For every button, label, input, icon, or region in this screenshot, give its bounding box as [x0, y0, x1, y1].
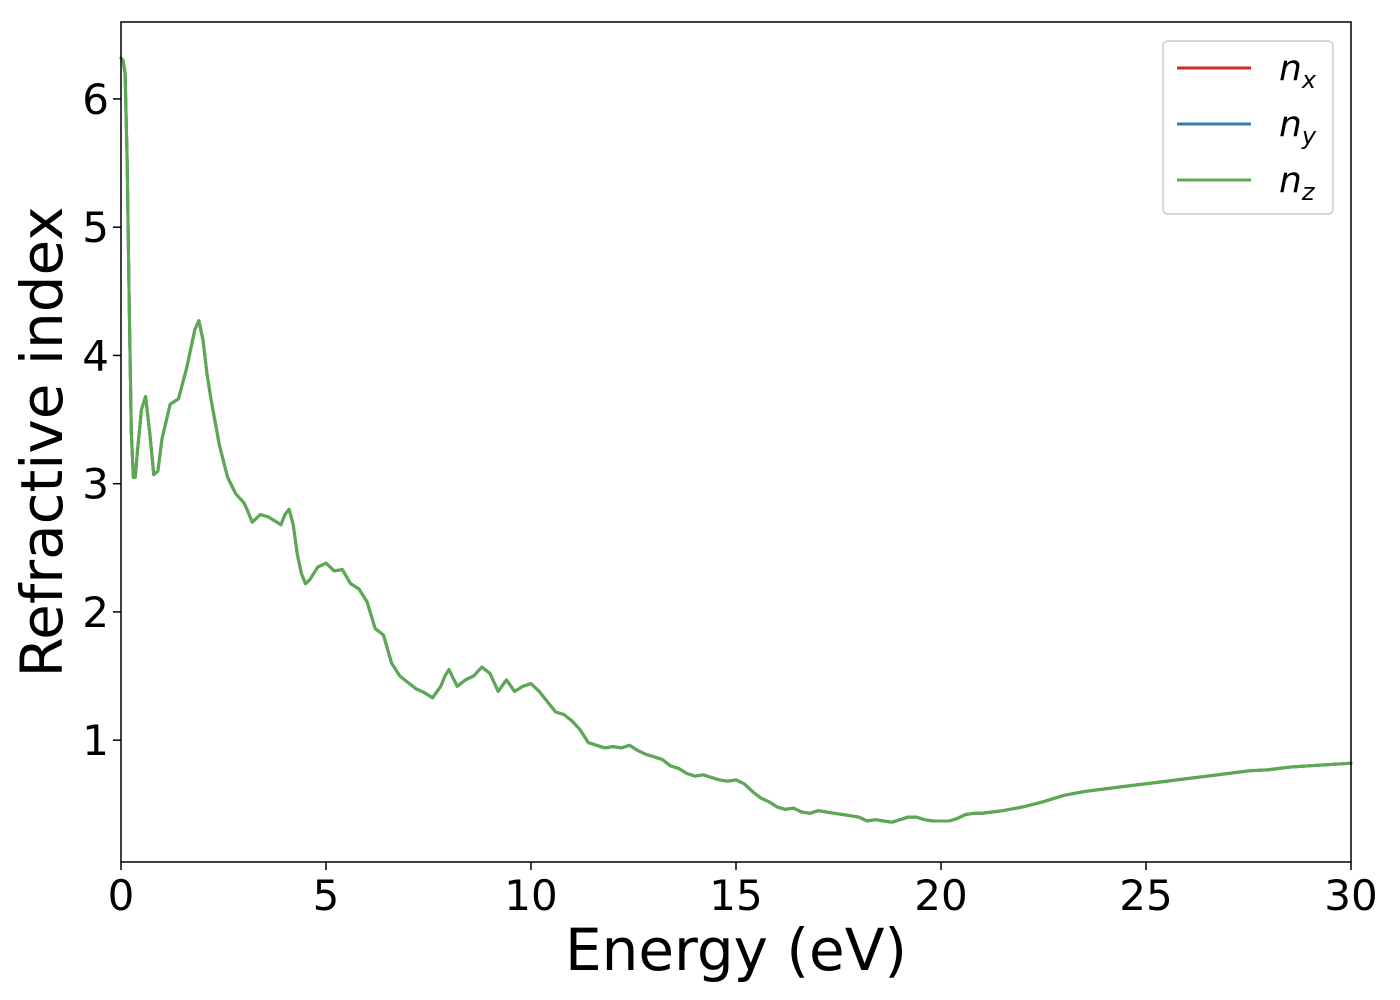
series-line-n-z [119, 56, 1353, 824]
x-tick-label: 0 [108, 871, 135, 920]
y-axis-label: Refractive index [8, 206, 76, 677]
x-tick-label: 25 [1119, 871, 1172, 920]
y-tick-label: 2 [82, 588, 109, 637]
y-tick-label: 4 [82, 331, 109, 380]
x-tick-label: 15 [709, 871, 762, 920]
series-layer [119, 56, 1353, 824]
x-axis: 0 5 10 15 20 25 30 [108, 862, 1378, 920]
x-tick-label: 5 [313, 871, 340, 920]
x-tick-label: 20 [914, 871, 967, 920]
x-tick-label: 30 [1324, 871, 1377, 920]
y-axis: 1 2 3 4 5 6 [82, 75, 121, 765]
y-tick-label: 5 [82, 203, 109, 252]
y-tick-label: 1 [82, 716, 109, 765]
y-tick-label: 6 [82, 75, 109, 124]
y-tick-label: 3 [82, 460, 109, 509]
plot-background [121, 22, 1351, 862]
legend-frame [1162, 40, 1334, 215]
x-tick-label: 10 [504, 871, 557, 920]
x-axis-label: Energy (eV) [565, 916, 907, 984]
